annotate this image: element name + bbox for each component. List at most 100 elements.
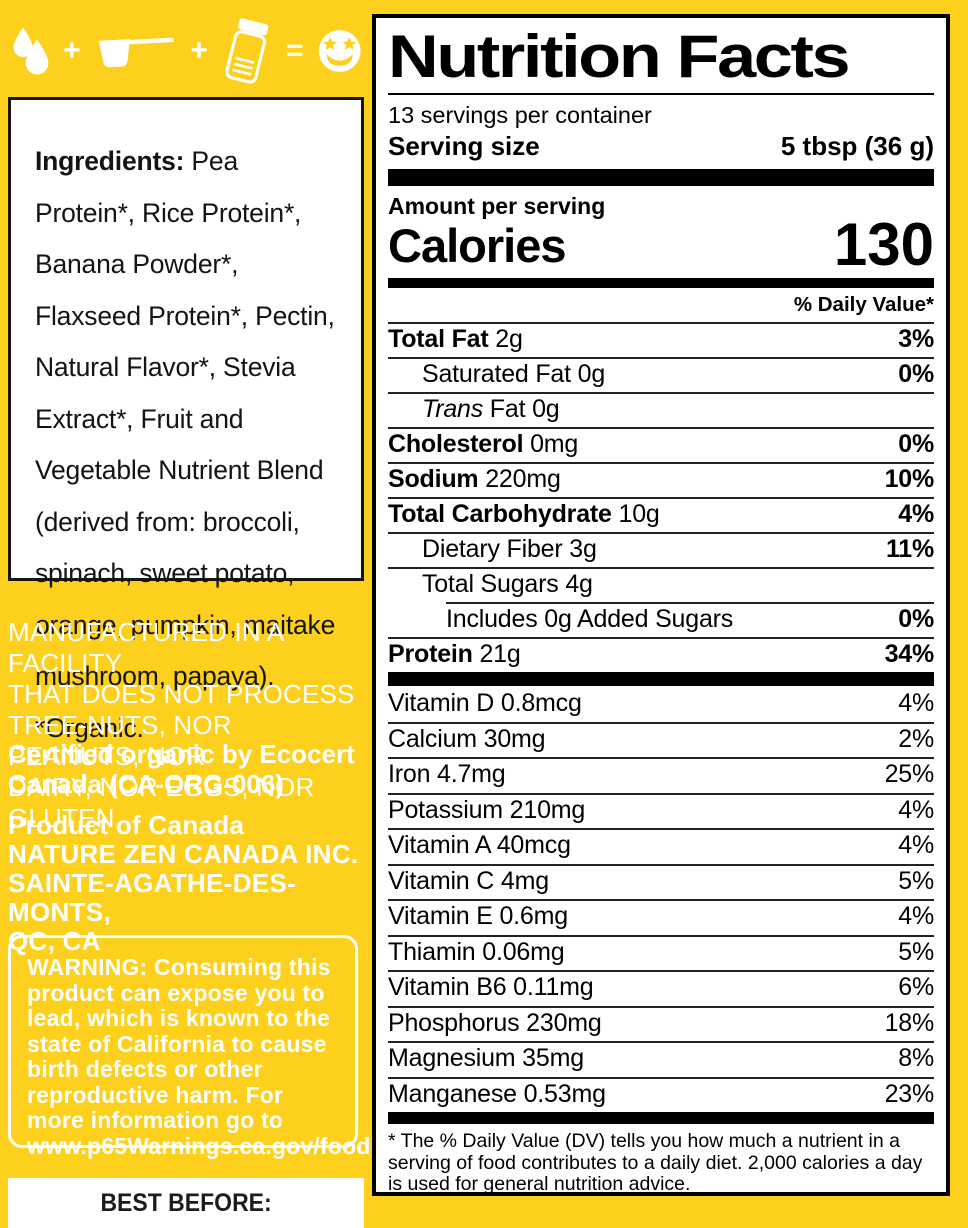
nutrient-row: Includes 0g Added Sugars 0%: [388, 602, 934, 637]
daily-value-percent: 4%: [898, 500, 934, 528]
daily-value-percent: 5%: [898, 866, 934, 895]
nutrient-name: Dietary Fiber 3g: [422, 535, 597, 563]
ingredients-label: Ingredients:: [35, 146, 185, 176]
daily-value-percent: 34%: [884, 640, 935, 668]
title-divider: [388, 93, 934, 95]
daily-value-percent: 0%: [898, 605, 934, 633]
nutrient-row: Magnesium 35mg 8%: [388, 1041, 934, 1077]
daily-value-header: % Daily Value*: [793, 293, 934, 316]
nutrient-row: Vitamin E 0.6mg 4%: [388, 899, 934, 935]
nutrient-row: Total Carbohydrate 10g 4%: [388, 497, 934, 532]
serving-size-label: Serving size: [388, 131, 540, 161]
nutrient-name: Calcium 30mg: [388, 724, 546, 753]
warning-text: Consuming this product can expose you to…: [27, 954, 371, 1159]
facility-allergen-notice: MANUFACTURED IN A FACILITY THAT DOES NOT…: [8, 617, 355, 833]
water-drops-icon: [13, 27, 49, 75]
daily-value-percent: 10%: [884, 465, 935, 493]
daily-value-percent: 23%: [884, 1079, 935, 1108]
section-bar: [388, 278, 934, 288]
nutrition-facts-title: Nutrition Facts: [388, 23, 851, 90]
nutrient-row: Calcium 30mg 2%: [388, 721, 934, 758]
nutrient-row: Trans Fat 0g: [388, 392, 934, 427]
nutrient-row: Sodium 220mg 10%: [388, 462, 934, 497]
servings-per-container: 13 servings per container: [388, 102, 652, 128]
icon-equation: + + =: [10, 10, 362, 92]
star-struck-emoji-icon: [318, 30, 361, 72]
amount-per-serving-label: Amount per serving: [388, 193, 606, 219]
section-bar: [388, 169, 934, 186]
daily-value-footnote: * The % Daily Value (DV) tells you how m…: [388, 1130, 923, 1195]
scoop-icon: [98, 37, 174, 68]
nutrient-row: Vitamin A 40mcg 4%: [388, 828, 934, 864]
nutrient-name: Total Fat 2g: [388, 325, 523, 353]
best-before-box: BEST BEFORE:: [8, 1178, 364, 1228]
daily-value-percent: 2%: [898, 724, 934, 753]
nutrient-row: Iron 4.7mg 25%: [388, 757, 934, 793]
best-before-label: BEST BEFORE:: [100, 1188, 272, 1217]
plus-icon: +: [190, 34, 208, 67]
nutrient-row: Thiamin 0.06mg 5%: [388, 934, 934, 971]
daily-value-percent: 8%: [898, 1044, 934, 1073]
daily-value-percent: 4%: [898, 795, 934, 824]
nutrient-name: Thiamin 0.06mg: [388, 937, 565, 966]
calories-label: Calories: [388, 219, 566, 272]
nutrient-name: Manganese 0.53mg: [388, 1079, 606, 1108]
nutrient-name: Vitamin D 0.8mcg: [388, 689, 582, 718]
nutrition-facts-panel: Nutrition Facts 13 servings per containe…: [372, 14, 950, 1196]
section-bar: [388, 1112, 934, 1124]
serving-size-row: Serving size 5 tbsp (36 g): [388, 130, 934, 169]
daily-value-percent: 4%: [898, 689, 934, 718]
nutrient-name: Includes 0g Added Sugars: [446, 605, 734, 633]
nutrient-row: Total Fat 2g 3%: [388, 322, 934, 357]
plus-icon: +: [63, 34, 81, 67]
warning-label: WARNING:: [27, 954, 148, 980]
daily-value-percent: 0%: [898, 360, 934, 388]
section-bar: [388, 672, 934, 686]
ingredients-box: Ingredients: Pea Protein*, Rice Protein*…: [8, 97, 364, 743]
micronutrient-rows: Vitamin D 0.8mcg 4% Calcium 30mg 2% Iron 4.7…: [388, 686, 934, 1112]
equals-icon: =: [286, 34, 304, 67]
nutrient-name: Trans Fat 0g: [422, 395, 560, 423]
daily-value-percent: 18%: [884, 1008, 935, 1037]
nutrient-row: Saturated Fat 0g 0%: [388, 357, 934, 392]
nutrient-name: Vitamin B6 0.11mg: [388, 973, 594, 1002]
nutrient-name: Potassium 210mg: [388, 795, 586, 824]
prop65-warning-box: WARNING: Consuming this product can expo…: [8, 935, 370, 1158]
organic-certification: Certified organic by Ecocert Canada (CA-…: [8, 739, 355, 799]
nutrient-row: Potassium 210mg 4%: [388, 792, 934, 829]
daily-value-percent: 4%: [898, 831, 934, 860]
nutrient-name: Total Carbohydrate 10g: [388, 500, 660, 528]
daily-value-percent: 4%: [898, 902, 934, 931]
manufacturer-address: Product of Canada NATURE ZEN CANADA INC.…: [8, 810, 359, 956]
nutrient-row: Dietary Fiber 3g 11%: [388, 532, 934, 567]
nutrient-name: Iron 4.7mg: [388, 760, 506, 789]
daily-value-percent: 11%: [885, 535, 934, 563]
serving-size-value: 5 tbsp (36 g): [780, 131, 934, 161]
nutrient-row: Protein 21g 34%: [388, 637, 934, 672]
calories-value: 130: [833, 211, 934, 278]
nutrient-row: Manganese 0.53mg 23%: [388, 1076, 935, 1113]
nutrient-row: Vitamin B6 0.11mg 6%: [388, 970, 934, 1006]
daily-value-percent: 6%: [898, 973, 934, 1002]
nutrient-name: Vitamin C 4mg: [388, 866, 549, 895]
nutrient-row: Phosphorus 230mg 18%: [388, 1005, 935, 1042]
daily-value-percent: 3%: [898, 325, 934, 353]
calories-row: Calories 130: [388, 211, 934, 278]
daily-value-percent: 5%: [898, 937, 934, 966]
nutrient-row: Total Sugars 4g: [388, 567, 934, 602]
nutrient-name: Saturated Fat 0g: [422, 360, 606, 388]
nutrient-name: Magnesium 35mg: [388, 1044, 584, 1073]
nutrient-row: Vitamin D 0.8mcg 4%: [388, 686, 934, 722]
nutrient-row: Cholesterol 0mg 0%: [388, 427, 934, 462]
daily-value-percent: 25%: [884, 760, 935, 789]
shaker-bottle-icon: [225, 18, 269, 84]
nutrient-name: Cholesterol 0mg: [388, 430, 579, 458]
nutrient-name: Protein 21g: [388, 640, 521, 668]
nutrient-name: Total Sugars 4g: [422, 570, 593, 598]
daily-value-percent: 0%: [898, 430, 934, 458]
nutrient-row: Vitamin C 4mg 5%: [388, 863, 934, 900]
nutrient-name: Sodium 220mg: [388, 465, 561, 493]
ingredients-text: Pea Protein*, Rice Protein*, Banana Powd…: [35, 146, 336, 743]
nutrient-name: Vitamin E 0.6mg: [388, 902, 568, 931]
